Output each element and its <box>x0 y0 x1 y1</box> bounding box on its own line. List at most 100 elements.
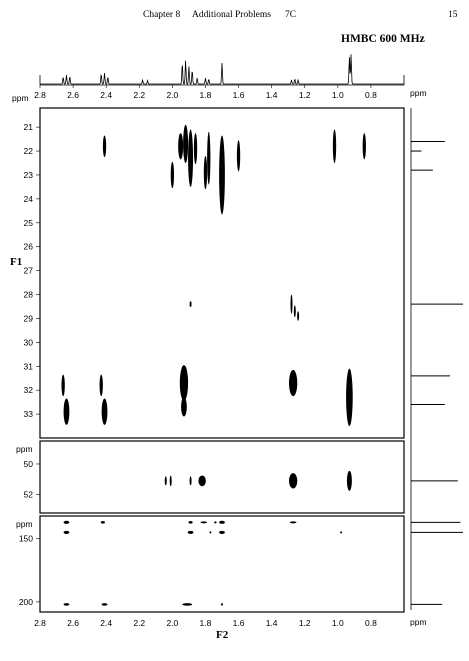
f1-projection-trace <box>411 140 463 605</box>
cross-peak <box>346 368 353 427</box>
ppm-label-bottom-right: ppm <box>410 617 427 627</box>
cross-peak <box>102 135 107 158</box>
f2-tick-label-top: 1.4 <box>266 90 278 100</box>
cross-peak <box>182 603 193 606</box>
cross-peak <box>221 603 223 606</box>
cross-peak <box>207 131 211 185</box>
cross-peak <box>101 398 108 425</box>
f2-tick-label-bottom: 2.4 <box>100 618 112 628</box>
cross-peak <box>188 129 194 187</box>
cross-peak <box>219 520 225 524</box>
f2-tick-label-top: 2.8 <box>34 90 46 100</box>
cross-peak <box>193 133 198 165</box>
cross-peak <box>209 531 212 534</box>
f1-tick-label: 31 <box>24 361 34 371</box>
cross-peak <box>169 475 172 487</box>
chapter-label: Chapter 8 <box>143 10 180 20</box>
cross-peak <box>340 531 343 534</box>
cross-peak <box>214 521 217 524</box>
cross-peak <box>289 473 298 489</box>
f2-axis-label: F2 <box>216 629 229 641</box>
cross-peak <box>187 530 194 535</box>
cross-peak <box>198 475 206 487</box>
f1-tick-label: 22 <box>24 146 34 156</box>
f2-tick-label-bottom: 1.6 <box>233 618 245 628</box>
cross-peak <box>179 365 189 401</box>
f2-tick-label-top: 2.4 <box>100 90 112 100</box>
f1-tick-label: 29 <box>24 313 34 323</box>
f1-tick-label: 30 <box>24 337 34 347</box>
cross-peaks <box>61 124 366 606</box>
f1-tick-label: 26 <box>24 242 34 252</box>
ppm-label-top-left: ppm <box>12 93 29 103</box>
lower-panel-frame <box>39 515 405 613</box>
f2-tick-label-top: 2.6 <box>67 90 79 100</box>
f2-tick-label-top: 2.2 <box>133 90 145 100</box>
f2-tick-labels: 2.8 2.8 2.6 2.6 2.4 2.4 2.2 2.2 2.0 2.0 1.8 1.8 1.6 1… <box>34 85 377 628</box>
cross-peak <box>63 530 70 535</box>
f2-tick-label-bottom: 2.6 <box>67 618 79 628</box>
upper-panel-frame <box>39 107 405 439</box>
f2-tick-label-top: 1.8 <box>200 90 212 100</box>
f1-tick-label: 52 <box>24 490 34 500</box>
cross-peak <box>178 133 184 160</box>
cross-peak <box>164 476 167 486</box>
f1-tick-label: 150 <box>19 534 33 544</box>
cross-peak <box>200 521 208 524</box>
cross-peak <box>289 369 298 397</box>
f1-tick-label: 200 <box>19 597 33 607</box>
f2-projection-trace <box>40 54 404 85</box>
cross-peak <box>293 305 296 318</box>
cross-peak <box>332 129 337 163</box>
ppm-label-middle-panel: ppm <box>16 444 33 454</box>
cross-peak <box>61 374 65 397</box>
cross-peak <box>297 311 300 321</box>
cross-peak <box>170 161 175 189</box>
cross-peak <box>101 603 108 606</box>
f1-tick-label: 25 <box>24 218 34 228</box>
f2-projection-line <box>40 54 404 85</box>
f2-tick-label-bottom: 2.2 <box>133 618 145 628</box>
f1-axis-label: F1 <box>10 256 22 268</box>
ppm-label-lower-panel: ppm <box>16 519 33 529</box>
f1-tick-label: 24 <box>24 194 34 204</box>
middle-panel-frame <box>39 440 405 514</box>
f2-tick-label-top: 1.2 <box>299 90 311 100</box>
cross-peak <box>290 294 293 314</box>
f1-tick-label: 28 <box>24 290 34 300</box>
f2-tick-label-top: 2.0 <box>166 90 178 100</box>
cross-peak <box>362 133 366 160</box>
cross-peak <box>346 470 352 491</box>
cross-peak <box>236 140 241 172</box>
ppm-label-top-right: ppm <box>410 88 427 98</box>
section-label: Additional Problems <box>192 10 271 20</box>
cross-peak <box>63 520 70 524</box>
cross-peak <box>189 476 192 486</box>
cross-peak <box>188 521 193 524</box>
f1-tick-labels: 21 22 23 24 25 26 27 28 29 30 31 32 33 50 52 150 200 <box>19 122 40 607</box>
problem-label: 7C <box>285 10 296 20</box>
cross-peak <box>289 521 297 524</box>
f2-tick-label-bottom: 2.8 <box>34 618 46 628</box>
cross-peak <box>203 155 208 190</box>
f2-tick-label-bottom: 0.8 <box>365 618 377 628</box>
cross-peak <box>100 521 105 524</box>
f2-tick-label-top: 1.6 <box>233 90 245 100</box>
cross-peak <box>63 603 70 606</box>
cross-peak <box>181 397 187 417</box>
f1-tick-label: 33 <box>24 409 34 419</box>
f2-tick-label-bottom: 2.0 <box>166 618 178 628</box>
cross-peak <box>183 124 189 163</box>
cross-peak <box>63 398 70 425</box>
cross-peak <box>189 301 192 308</box>
f2-tick-label-bottom: 1.4 <box>266 618 278 628</box>
page-number: 15 <box>448 10 458 20</box>
f2-tick-label-bottom: 1.2 <box>299 618 311 628</box>
f2-tick-label-bottom: 1.0 <box>332 618 344 628</box>
f1-tick-label: 50 <box>24 459 34 469</box>
f2-tick-label-top: 1.0 <box>332 90 344 100</box>
f1-tick-label: 21 <box>24 122 34 132</box>
cross-peak <box>99 374 103 397</box>
